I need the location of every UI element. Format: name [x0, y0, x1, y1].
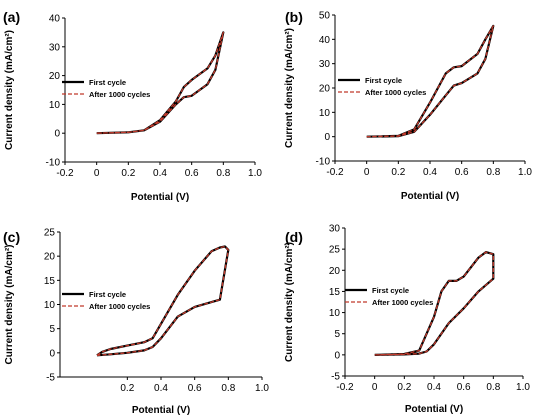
- x-tick-label: 0.6: [185, 168, 199, 179]
- x-tick-label: 0.8: [221, 383, 235, 394]
- series-line-1: [366, 25, 494, 138]
- legend-label: First cycle: [365, 76, 402, 85]
- x-tick-label: 0.6: [188, 383, 202, 394]
- y-tick-label: 25: [329, 245, 341, 256]
- series-line-1: [96, 245, 229, 356]
- x-tick-label: 0: [94, 168, 100, 179]
- series-line-1: [96, 31, 224, 134]
- y-tick-label: 5: [49, 324, 55, 335]
- panel-label: (c): [3, 229, 20, 245]
- chart-panel-0: (a) -10 0 10 20 30 40 -0.2 0 0.2 0.4 0.6 0.8 1.0 Poten…: [3, 9, 262, 203]
- legend-label: After 1000 cycles: [89, 302, 150, 311]
- x-tick-label: -0.2: [336, 382, 354, 393]
- y-tick-label: 40: [49, 14, 61, 25]
- panel-label: (d): [285, 229, 303, 245]
- x-axis-label: Potential (V): [405, 404, 463, 415]
- y-tick-label: 20: [329, 266, 341, 277]
- y-tick-label: 30: [329, 224, 341, 235]
- y-tick-label: 0: [324, 132, 330, 143]
- panel-label: (a): [3, 9, 20, 25]
- y-tick-label: -5: [46, 373, 55, 384]
- x-axis-label: Potential (V): [131, 192, 189, 203]
- legend-label: First cycle: [89, 290, 126, 299]
- chart-panel-3: (d) -5 0 5 10 15 20 25 30 -0.2 0 0.2 0.4 0.6 0.8 1.0 Pot…: [284, 224, 530, 416]
- x-tick-label: 0.4: [154, 383, 168, 394]
- y-axis-label: Current density (mA/cm²): [4, 30, 15, 150]
- x-tick-label: 1.0: [518, 167, 532, 178]
- x-tick-label: 0.2: [397, 382, 411, 393]
- y-tick-label: 0: [49, 348, 55, 359]
- x-tick-label: 0.8: [216, 168, 230, 179]
- x-axis-label: Potential (V): [132, 405, 190, 416]
- y-tick-label: 15: [44, 276, 56, 287]
- legend-label: After 1000 cycles: [89, 90, 150, 99]
- x-tick-label: -0.2: [56, 168, 74, 179]
- y-tick-label: 10: [329, 308, 341, 319]
- chart-panel-2: (c) -5 0 5 10 15 20 25 0.2 0.4 0.6 0.8 1.0 Potential …: [3, 228, 269, 417]
- y-tick-label: 25: [44, 228, 56, 239]
- y-tick-label: 15: [329, 287, 341, 298]
- x-tick-label: 0.4: [423, 167, 437, 178]
- y-tick-label: 10: [49, 100, 61, 111]
- y-tick-label: 20: [319, 84, 331, 95]
- y-tick-label: 10: [44, 300, 56, 311]
- y-tick-label: 50: [319, 11, 331, 22]
- y-axis-label: Current density (mA/cm²): [284, 242, 295, 362]
- chart-panel-1: (b) -10 0 10 20 30 40 50 -0.2 0 0.2 0.4 0.6 0.8 1.0 Pot…: [284, 9, 532, 202]
- y-tick-label: 40: [319, 35, 331, 46]
- x-tick-label: 0.2: [391, 167, 405, 178]
- y-tick-label: 0: [54, 129, 60, 140]
- x-tick-label: 1.0: [516, 382, 530, 393]
- x-tick-label: 0.8: [486, 167, 500, 178]
- y-axis-label: Current density (mA/cm²): [284, 28, 295, 148]
- legend-label: First cycle: [372, 286, 409, 295]
- y-tick-label: -5: [331, 372, 340, 383]
- x-tick-label: -0.2: [326, 167, 344, 178]
- y-tick-label: -10: [316, 157, 331, 168]
- x-tick-label: 0.2: [120, 383, 134, 394]
- x-tick-label: 0: [364, 167, 370, 178]
- y-tick-label: 20: [44, 252, 56, 263]
- y-tick-label: 0: [334, 350, 340, 361]
- x-tick-label: 0.8: [486, 382, 500, 393]
- x-tick-label: 0.2: [121, 168, 135, 179]
- y-tick-label: 30: [49, 42, 61, 53]
- x-axis-label: Potential (V): [401, 191, 459, 202]
- y-tick-label: 5: [334, 329, 340, 340]
- series-line-1: [374, 251, 494, 356]
- y-tick-label: 10: [319, 108, 331, 119]
- x-tick-label: 0.4: [427, 382, 441, 393]
- legend-label: After 1000 cycles: [372, 298, 433, 307]
- legend-label: First cycle: [89, 78, 126, 87]
- series-line-0: [96, 245, 230, 357]
- x-tick-label: 1.0: [255, 383, 269, 394]
- y-tick-label: 30: [319, 59, 331, 70]
- legend-label: After 1000 cycles: [365, 88, 426, 97]
- x-tick-label: 0.6: [457, 382, 471, 393]
- x-tick-label: 0: [372, 382, 378, 393]
- x-tick-label: 0.4: [153, 168, 167, 179]
- y-tick-label: -10: [46, 158, 61, 169]
- panel-label: (b): [285, 9, 303, 25]
- x-tick-label: 0.6: [455, 167, 469, 178]
- x-tick-label: 1.0: [248, 168, 262, 179]
- y-tick-label: 20: [49, 71, 61, 82]
- y-axis-label: Current density (mA/cm²): [4, 244, 15, 364]
